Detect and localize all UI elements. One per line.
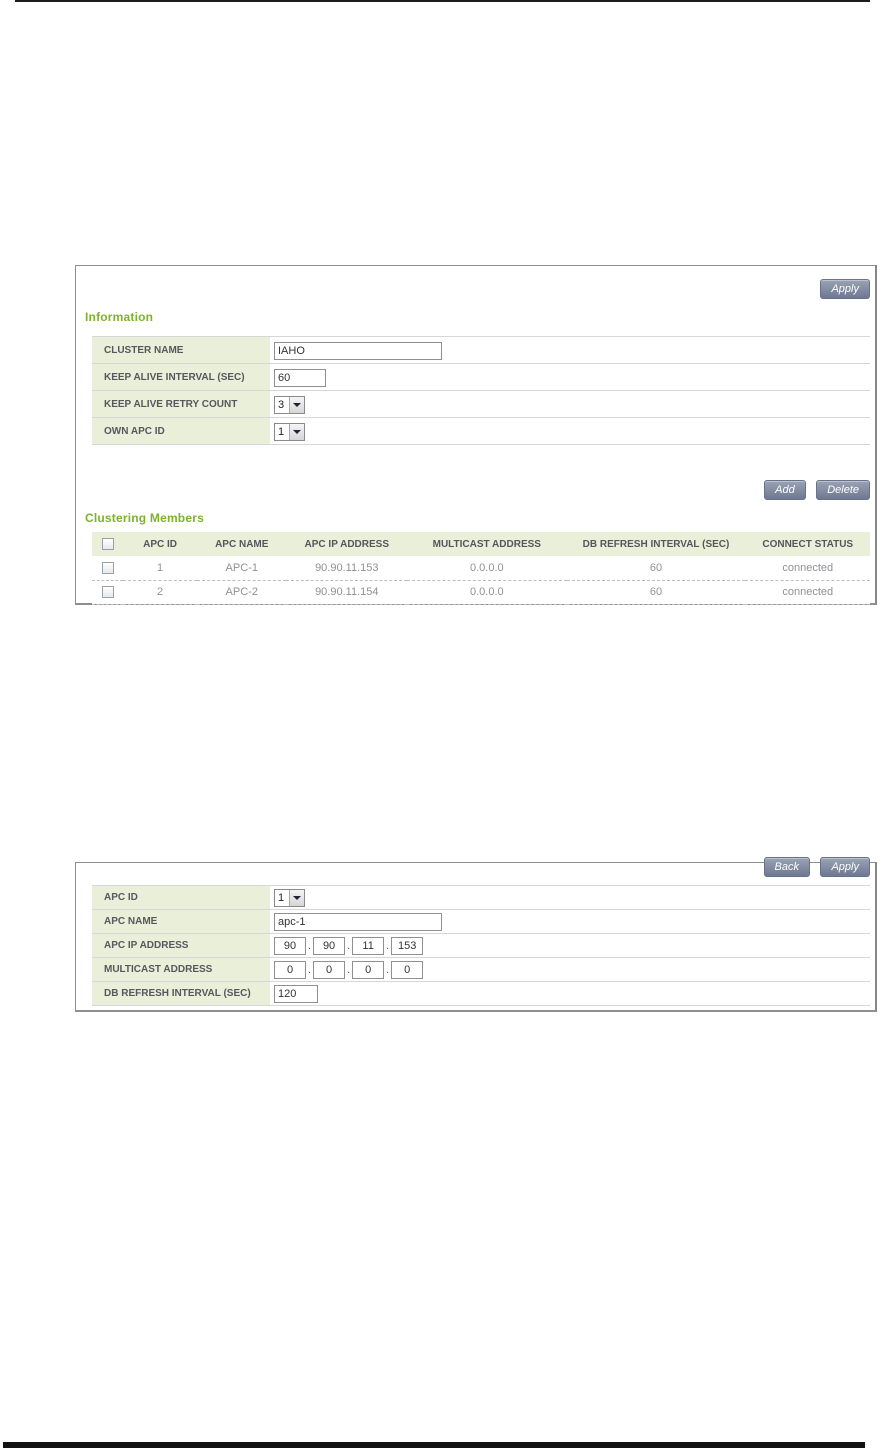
- apc-id-label: APC ID: [92, 885, 270, 910]
- cell-apc-ip: 90.90.11.154: [286, 580, 408, 605]
- page-top-rule: [15, 0, 870, 2]
- apc-ip-octet-4[interactable]: [391, 937, 424, 955]
- chevron-down-icon[interactable]: [289, 396, 304, 413]
- own-apc-id-label: OWN APC ID: [92, 417, 270, 445]
- cell-apc-name: APC-1: [197, 556, 287, 581]
- cluster-name-label: CLUSTER NAME: [92, 336, 270, 364]
- member-form-table: APC ID 1 APC NAME APC IP ADDRESS ... MUL…: [92, 885, 870, 1006]
- apc-id-select[interactable]: 1: [274, 889, 305, 907]
- cell-connect-status: connected: [745, 556, 870, 581]
- cell-multicast: 0.0.0.0: [407, 580, 567, 605]
- apc-ip-octet-1[interactable]: [274, 937, 306, 955]
- col-header-apc-ip: APC IP ADDRESS: [286, 532, 408, 556]
- cluster-settings-panel: Apply Information CLUSTER NAME KEEP ALIV…: [75, 265, 877, 605]
- delete-button[interactable]: Delete: [816, 480, 870, 500]
- own-apc-id-select[interactable]: 1: [274, 422, 305, 441]
- db-refresh-input[interactable]: [274, 985, 318, 1003]
- cell-multicast: 0.0.0.0: [407, 556, 567, 581]
- form-row-db-refresh: DB REFRESH INTERVAL (SEC): [92, 981, 870, 1006]
- apc-name-input[interactable]: [274, 913, 442, 931]
- own-apc-id-value: 1: [278, 425, 285, 438]
- col-header-apc-name: APC NAME: [197, 532, 287, 556]
- multicast-octet-3[interactable]: [352, 961, 385, 979]
- ip-dot: .: [386, 964, 390, 976]
- multicast-octet-2[interactable]: [313, 961, 346, 979]
- keep-alive-retry-value: 3: [278, 398, 285, 411]
- multicast-octet-1[interactable]: [274, 961, 306, 979]
- apc-ip-octet-3[interactable]: [352, 937, 385, 955]
- keep-alive-interval-label: KEEP ALIVE INTERVAL (SEC): [92, 363, 270, 391]
- form-row-apc-id: APC ID 1: [92, 885, 870, 910]
- page-bottom-rule: [3, 1442, 865, 1448]
- col-header-connect-status: CONNECT STATUS: [745, 532, 870, 556]
- select-all-checkbox[interactable]: [101, 538, 114, 550]
- cell-apc-id: 2: [123, 580, 198, 605]
- apply-button[interactable]: Apply: [820, 857, 870, 877]
- apc-name-label: APC NAME: [92, 909, 270, 934]
- form-row-keep-alive-interval: KEEP ALIVE INTERVAL (SEC): [92, 363, 870, 391]
- add-button[interactable]: Add: [764, 480, 806, 500]
- col-header-db-refresh: DB REFRESH INTERVAL (SEC): [566, 532, 746, 556]
- keep-alive-retry-select[interactable]: 3: [274, 395, 305, 414]
- cell-apc-ip: 90.90.11.153: [286, 556, 408, 581]
- db-refresh-label: DB REFRESH INTERVAL (SEC): [92, 981, 270, 1006]
- table-row: 2 APC-2 90.90.11.154 0.0.0.0 60 connecte…: [92, 580, 870, 605]
- members-action-buttons: Add Delete: [764, 480, 870, 500]
- chevron-down-icon[interactable]: [289, 423, 304, 440]
- multicast-octet-4[interactable]: [391, 961, 424, 979]
- multicast-label: MULTICAST ADDRESS: [92, 957, 270, 982]
- row-checkbox[interactable]: [101, 561, 114, 574]
- form-row-keep-alive-retry: KEEP ALIVE RETRY COUNT 3: [92, 390, 870, 418]
- row-checkbox[interactable]: [101, 586, 114, 599]
- apc-id-value: 1: [278, 892, 285, 904]
- cluster-name-input[interactable]: [274, 341, 442, 360]
- ip-dot: .: [386, 940, 390, 952]
- cell-connect-status: connected: [745, 580, 870, 605]
- ip-dot: .: [308, 964, 312, 976]
- cell-db-refresh: 60: [566, 556, 746, 581]
- information-heading: Information: [85, 310, 154, 324]
- keep-alive-interval-input[interactable]: [274, 368, 326, 387]
- table-row: 1 APC-1 90.90.11.153 0.0.0.0 60 connecte…: [92, 556, 870, 581]
- col-header-apc-id: APC ID: [123, 532, 198, 556]
- member-edit-panel: Back Apply APC ID 1 APC NAME APC IP ADDR…: [75, 857, 877, 1012]
- apply-button[interactable]: Apply: [820, 279, 870, 299]
- cell-apc-name: APC-2: [197, 580, 287, 605]
- clustering-members-heading: Clustering Members: [85, 511, 204, 525]
- members-header-row: APC ID APC NAME APC IP ADDRESS MULTICAST…: [92, 532, 870, 556]
- cluster-form-table: CLUSTER NAME KEEP ALIVE INTERVAL (SEC) K…: [92, 336, 870, 445]
- apc-ip-octet-2[interactable]: [313, 937, 346, 955]
- form-row-cluster-name: CLUSTER NAME: [92, 336, 870, 364]
- ip-dot: .: [308, 940, 312, 952]
- member-edit-buttons: Back Apply: [763, 857, 870, 877]
- form-row-multicast: MULTICAST ADDRESS ...: [92, 957, 870, 982]
- col-header-multicast: MULTICAST ADDRESS: [407, 532, 567, 556]
- cell-apc-id: 1: [123, 556, 198, 581]
- apc-ip-label: APC IP ADDRESS: [92, 933, 270, 958]
- keep-alive-retry-label: KEEP ALIVE RETRY COUNT: [92, 390, 270, 418]
- clustering-members-table: APC ID APC NAME APC IP ADDRESS MULTICAST…: [92, 532, 870, 605]
- ip-dot: .: [347, 964, 351, 976]
- back-button[interactable]: Back: [763, 857, 811, 877]
- form-row-apc-name: APC NAME: [92, 909, 870, 934]
- ip-dot: .: [347, 940, 351, 952]
- form-row-apc-ip: APC IP ADDRESS ...: [92, 933, 870, 958]
- cell-db-refresh: 60: [566, 580, 746, 605]
- chevron-down-icon[interactable]: [289, 890, 304, 906]
- form-row-own-apc-id: OWN APC ID 1: [92, 417, 870, 445]
